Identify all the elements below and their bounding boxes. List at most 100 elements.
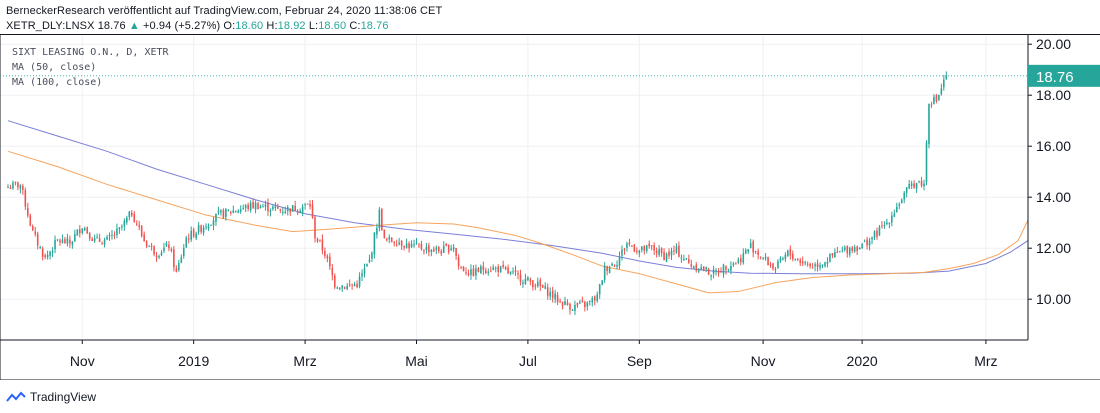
candle-body (915, 183, 918, 189)
candle-body (405, 243, 408, 248)
candle-body (472, 268, 475, 277)
candle-body (309, 203, 311, 207)
candle-body (675, 246, 678, 253)
candle-body (794, 259, 797, 261)
candle-body (792, 253, 794, 260)
candle-body (868, 240, 871, 246)
candle-body (69, 239, 71, 244)
candle-body (106, 236, 108, 240)
open-label: O: (223, 20, 236, 32)
candle-body (190, 230, 193, 240)
candle-body (249, 202, 252, 211)
candle-body (368, 259, 371, 262)
candle-body (430, 250, 433, 252)
candle-body (663, 251, 665, 261)
candle-body (259, 206, 262, 209)
candle-body (81, 228, 84, 234)
candle-body (824, 262, 826, 267)
candle-body (212, 220, 215, 226)
candle-body (274, 206, 277, 208)
y-tick-label: 10.00 (1036, 291, 1071, 307)
low-label: L: (308, 20, 319, 32)
candle-body (400, 240, 403, 246)
candle-body (873, 231, 876, 238)
candle-body (140, 225, 143, 236)
candle-body (814, 264, 816, 267)
candle-body (717, 272, 720, 274)
candle-body (779, 258, 782, 262)
candle-body (596, 294, 599, 301)
candle-body (752, 241, 754, 253)
candle-body (494, 267, 497, 269)
candle-body (49, 251, 51, 256)
ma50-path (7, 150, 1029, 294)
candle-body (477, 268, 480, 272)
candle-body (695, 264, 698, 271)
candle-body (613, 265, 616, 267)
candle-body (918, 180, 920, 182)
candle-body (499, 266, 502, 273)
candle-body (747, 249, 750, 252)
candle-body (789, 249, 792, 256)
candle-body (353, 284, 356, 287)
candle-body (742, 253, 745, 263)
candle-body (593, 296, 596, 301)
candle-body (574, 304, 576, 311)
candle-body (78, 229, 81, 234)
x-tick-label: 2020 (847, 353, 878, 369)
candle-body (524, 278, 527, 284)
candle-body (618, 256, 621, 267)
candle-body (905, 187, 908, 193)
candle-body (447, 244, 450, 253)
candle-body (299, 210, 301, 213)
candle-body (19, 184, 22, 189)
candle-body (588, 300, 591, 302)
candle-body (64, 239, 66, 244)
candle-body (135, 223, 138, 225)
candle-body (762, 258, 764, 260)
candle-body (14, 181, 17, 183)
candle-body (831, 253, 834, 256)
candle-body (688, 259, 690, 263)
candle-body (603, 265, 606, 280)
candle-body (210, 224, 212, 226)
candle-body (76, 229, 79, 236)
candle-body (556, 294, 559, 303)
price-chart[interactable]: 10.00 12.00 14.00 16.00 18.00 20.00 Nov 2019 Mrz… (0, 34, 1100, 380)
candle-body (279, 209, 282, 211)
candle-body (648, 243, 651, 247)
candle-body (819, 265, 821, 268)
candle-body (841, 249, 844, 251)
symbol: XETR_DLY:LNSX (6, 20, 95, 32)
close-label: C: (349, 20, 361, 32)
candle-body (643, 246, 646, 251)
candle-body (338, 287, 341, 289)
x-tick-label: Jul (519, 353, 537, 369)
candle-body (581, 300, 584, 302)
candles (7, 71, 948, 315)
candle-body (559, 300, 561, 302)
candle-body (390, 237, 393, 242)
candle-body (655, 250, 658, 254)
candle-body (549, 291, 551, 297)
candle-body (86, 227, 89, 234)
candle-body (668, 251, 670, 256)
candle-body (376, 227, 378, 235)
candle-body (930, 104, 933, 106)
candle-body (460, 267, 462, 269)
candle-body (41, 248, 44, 257)
candle-body (319, 239, 321, 241)
candle-body (933, 96, 935, 105)
footer-brand[interactable]: TradingView (6, 390, 96, 404)
candle-body (445, 243, 448, 246)
candle-body (470, 269, 472, 276)
candle-body (730, 266, 732, 271)
candle-body (168, 244, 170, 249)
candle-body (487, 271, 490, 274)
ohlc-line: XETR_DLY:LNSX 18.76 ▲ +0.94 (+5.27%) O:1… (6, 20, 389, 32)
candle-body (160, 252, 163, 256)
candle-body (163, 247, 165, 252)
candle-body (722, 264, 725, 274)
candle-body (230, 211, 232, 213)
candle-body (806, 263, 809, 265)
